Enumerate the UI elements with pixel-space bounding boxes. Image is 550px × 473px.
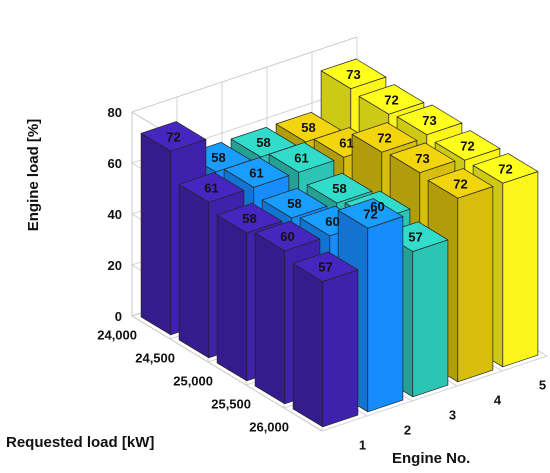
y-tick-label: 25,500 [211,397,251,412]
data-label: 58 [287,196,301,211]
data-label: 73 [422,113,436,128]
data-label: 61 [294,151,308,166]
data-label: 58 [301,120,315,135]
data-label: 72 [453,176,467,191]
data-label: 72 [377,130,391,145]
z-tick-label: 40 [108,207,122,222]
data-label: 57 [318,260,332,275]
data-label: 72 [384,92,398,107]
data-label: 58 [211,150,225,165]
y-axis-label: Requested load [kW] [6,434,154,451]
y-tick-label: 24,000 [97,328,137,343]
x-tick-label: 4 [494,393,502,408]
data-label: 72 [363,206,377,221]
y-tick-label: 25,000 [173,374,213,389]
data-label: 72 [166,129,180,144]
z-tick-label: 60 [108,156,122,171]
x-tick-label: 1 [359,438,366,453]
data-label: 61 [339,136,353,151]
y-tick-label: 24,500 [135,351,175,366]
data-label: 57 [408,230,422,245]
data-label: 73 [415,151,429,166]
chart-bars [140,58,539,428]
data-label: 60 [280,229,294,244]
x-axis-label: Engine No. [392,450,470,467]
data-label: 61 [249,166,263,181]
data-label: 61 [204,181,218,196]
bar-engine-1-load-26000 [292,251,359,428]
data-label: 58 [242,211,256,226]
x-tick-label: 2 [404,423,411,438]
x-tick-label: 3 [449,408,456,423]
data-label: 60 [325,214,339,229]
z-tick-label: 80 [108,105,122,120]
data-label: 72 [460,138,474,153]
data-label: 58 [256,135,270,150]
z-tick-label: 20 [108,258,122,273]
data-label: 72 [498,161,512,176]
data-label: 58 [332,181,346,196]
chart-ticks: 0 20 40 60 80 1 2 3 4 5 24,000 24,500 25,000 25,500 26… [97,105,546,453]
data-label: 73 [346,67,360,82]
y-tick-label: 26,000 [249,420,289,435]
x-tick-label: 5 [539,378,546,393]
z-tick-label: 0 [115,309,122,324]
data-label: 60 [370,199,384,214]
z-axis-label: Engine load [%] [25,119,42,232]
